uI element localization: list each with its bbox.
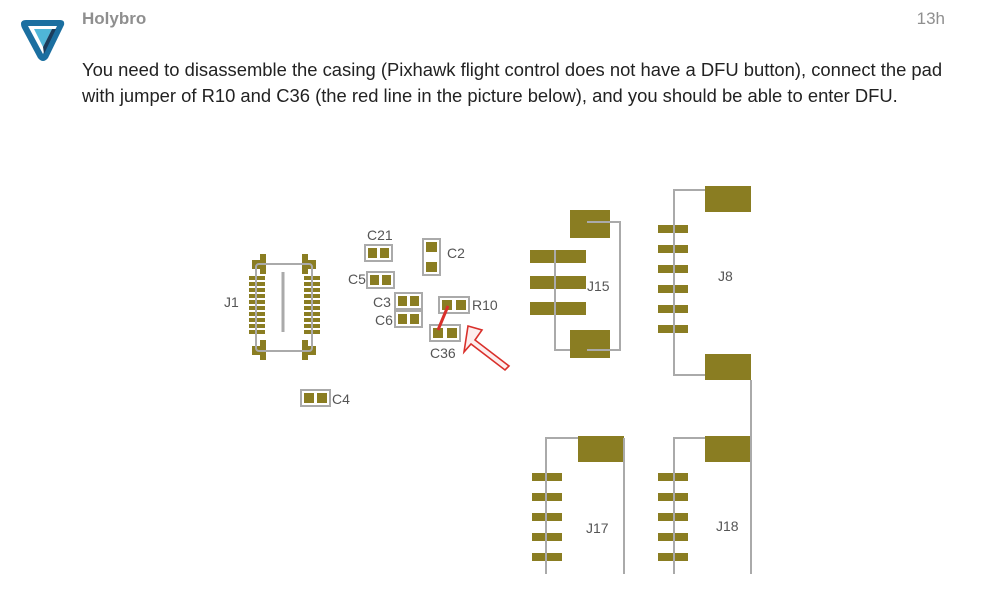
label-j8: J8 — [718, 268, 733, 284]
label-j15: J15 — [587, 278, 610, 294]
label-j18: J18 — [716, 518, 739, 534]
label-c21: C21 — [367, 227, 393, 243]
label-j1: J1 — [224, 294, 239, 310]
label-r10: R10 — [472, 297, 498, 313]
label-c3: C3 — [373, 294, 391, 310]
label-c6: C6 — [375, 312, 393, 328]
post-username[interactable]: Holybro — [82, 9, 147, 28]
label-c4: C4 — [332, 391, 350, 407]
pcb-diagram-image: J1 C21 C2 C5 C3 C6 R10 C36 C4 J15 J8 J17… — [82, 180, 762, 574]
label-c2: C2 — [447, 245, 465, 261]
holybro-logo-icon — [21, 20, 65, 61]
post-timestamp[interactable]: 13h — [916, 9, 945, 28]
label-c5: C5 — [348, 271, 366, 287]
label-j17: J17 — [586, 520, 609, 536]
user-avatar[interactable] — [18, 14, 68, 64]
post-body: You need to disassemble the casing (Pixh… — [82, 59, 943, 106]
label-c36: C36 — [430, 345, 456, 361]
